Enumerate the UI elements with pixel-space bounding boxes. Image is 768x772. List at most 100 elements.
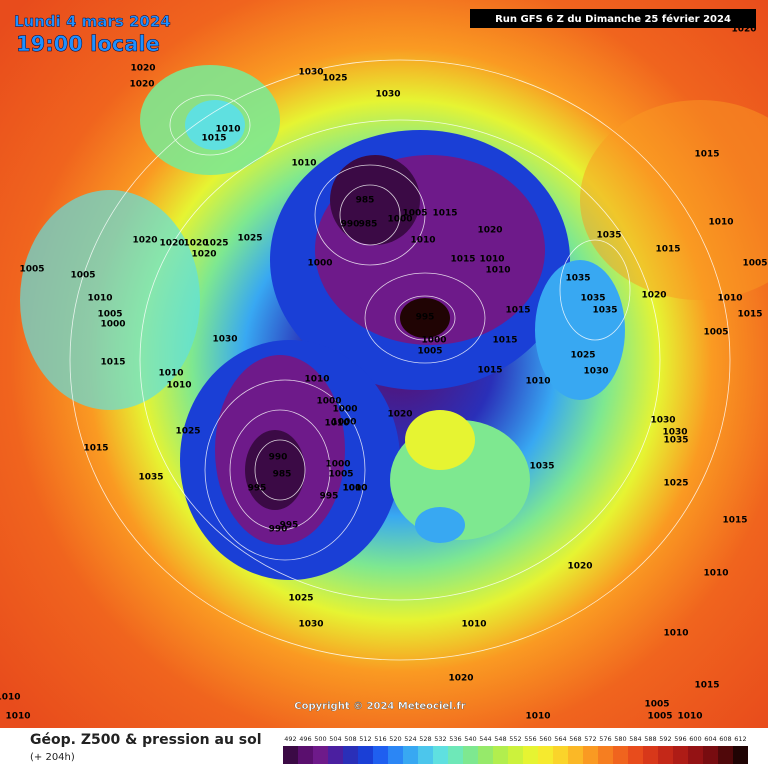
pressure-label: 1020: [567, 562, 592, 572]
pressure-label: 1015: [737, 310, 762, 320]
scale-label: 528: [419, 735, 431, 743]
scale-label: 560: [539, 735, 551, 743]
scale-swatch: [313, 746, 328, 764]
pressure-label: 1035: [138, 473, 163, 483]
pressure-label: 1010: [158, 369, 183, 379]
scale-swatch: [493, 746, 508, 764]
pressure-label: 995: [416, 313, 435, 323]
pressure-label: 1015: [83, 444, 108, 454]
color-scale: 492 496 500 504 508 512 516 520 524 528 532 536 540 5…: [283, 735, 748, 764]
pressure-label: 1020: [448, 674, 473, 684]
pressure-label: 1010: [87, 294, 112, 304]
scale-swatch: [478, 746, 493, 764]
copyright: Copyright © 2024 Meteociel.fr: [294, 701, 465, 712]
pressure-label: 1010: [717, 294, 742, 304]
scale-swatch: [673, 746, 688, 764]
pressure-label: 1030: [375, 90, 400, 100]
pressure-label: 1010: [525, 712, 550, 722]
pressure-label: 1010: [677, 712, 702, 722]
pressure-label: 995: [248, 484, 267, 494]
pressure-label: 1025: [175, 427, 200, 437]
scale-label: 504: [329, 735, 341, 743]
scale-label: 544: [479, 735, 491, 743]
scale-label: 576: [599, 735, 611, 743]
scale-label: 524: [404, 735, 416, 743]
pressure-label: 1035: [565, 274, 590, 284]
scale-label: 540: [464, 735, 476, 743]
scale-swatch: [508, 746, 523, 764]
pressure-label: 1005: [644, 700, 669, 710]
pressure-label: 1030: [650, 416, 675, 426]
pressure-label: 1015: [432, 209, 457, 219]
pressure-label: 1025: [322, 74, 347, 84]
scale-label: 604: [704, 735, 716, 743]
pressure-label: 1035: [592, 306, 617, 316]
pressure-label: 1000: [325, 460, 350, 470]
scale-swatch: [628, 746, 643, 764]
pressure-label: 1035: [596, 231, 621, 241]
pressure-label: 985: [359, 220, 378, 230]
pressure-label: 990: [269, 525, 288, 535]
pressure-label: 1025: [570, 351, 595, 361]
pressure-label: 1030: [298, 68, 323, 78]
scale-label: 592: [659, 735, 671, 743]
pressure-label: 995: [320, 492, 339, 502]
scale-label: 512: [359, 735, 371, 743]
pressure-label: 1000: [342, 484, 367, 494]
pressure-label: 1030: [583, 367, 608, 377]
scale-label: 568: [569, 735, 581, 743]
pressure-label: 1000: [307, 259, 332, 269]
pressure-label: 1005: [417, 347, 442, 357]
pressure-label: 1005: [647, 712, 672, 722]
pressure-label: 1010: [461, 620, 486, 630]
scale-label: 496: [299, 735, 311, 743]
pressure-label: 1020: [132, 236, 157, 246]
pressure-label: 1010: [291, 159, 316, 169]
scale-swatch: [643, 746, 658, 764]
pressure-label: 1005: [328, 470, 353, 480]
scale-label: 600: [689, 735, 701, 743]
scale-swatch: [418, 746, 433, 764]
pressure-label: 1000: [331, 418, 356, 428]
scale-swatch: [463, 746, 478, 764]
pressure-label: 1010: [708, 218, 733, 228]
scale-label: 516: [374, 735, 386, 743]
pressure-label: 1005: [97, 310, 122, 320]
scale-swatch: [733, 746, 748, 764]
pressure-label: 1005: [402, 209, 427, 219]
scale-swatch: [328, 746, 343, 764]
pressure-label: 1030: [298, 620, 323, 630]
scale-label: 584: [629, 735, 641, 743]
date-title: Lundi 4 mars 2024: [14, 13, 171, 31]
scale-swatch: [403, 746, 418, 764]
pressure-label: 1010: [215, 125, 240, 135]
pressure-label: 1005: [703, 328, 728, 338]
pressure-label: 1015: [477, 366, 502, 376]
pressure-label: 1015: [505, 306, 530, 316]
scale-swatch: [373, 746, 388, 764]
pressure-label: 1000: [100, 320, 125, 330]
scale-swatch: [388, 746, 403, 764]
pressure-label: 1000: [387, 215, 412, 225]
pressure-label: 1010: [5, 712, 30, 722]
pressure-label: 1005: [70, 271, 95, 281]
pressure-label: 1015: [450, 255, 475, 265]
pressure-label: 1030: [662, 428, 687, 438]
pressure-label: 1035: [529, 462, 554, 472]
scale-swatch: [568, 746, 583, 764]
scale-label: 500: [314, 735, 326, 743]
pressure-label: 1010: [166, 381, 191, 391]
scale-swatch: [358, 746, 373, 764]
pressure-label: 1000: [316, 397, 341, 407]
pressure-label: 1005: [19, 265, 44, 275]
pressure-label: 1010: [663, 629, 688, 639]
pressure-label: 1015: [201, 134, 226, 144]
pressure-label: 1035: [663, 436, 688, 446]
pressure-label: 1020: [129, 80, 154, 90]
pressure-label: 990: [269, 453, 288, 463]
scale-swatch: [598, 746, 613, 764]
pressure-label: 1030: [212, 335, 237, 345]
run-box: [470, 9, 756, 28]
